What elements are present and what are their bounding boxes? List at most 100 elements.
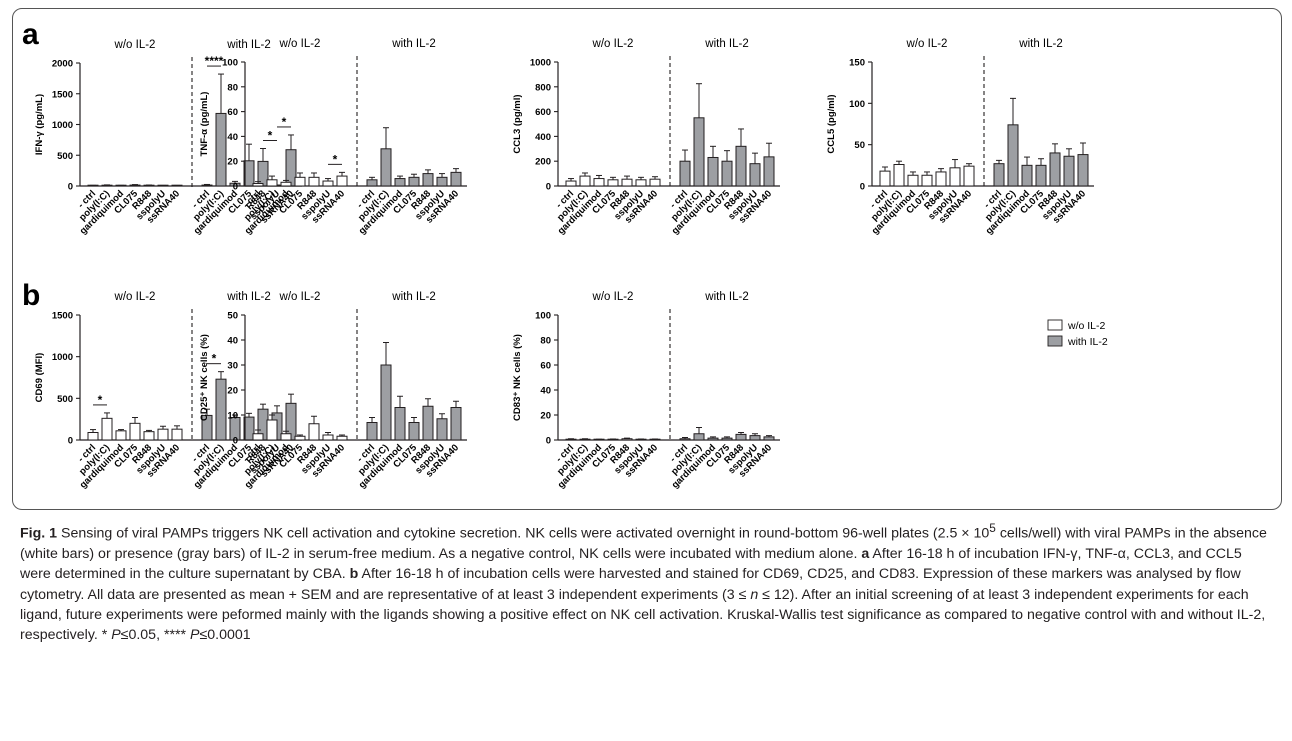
y-tick-label: 40: [227, 132, 238, 143]
bar: [735, 433, 747, 441]
bar: [893, 164, 905, 187]
bar: [649, 178, 661, 187]
caption-sup: 5: [989, 521, 996, 535]
bar: [707, 437, 719, 441]
y-tick-label: 200: [535, 157, 551, 168]
y-axis-label: CD83⁺ NK cells (%): [512, 334, 523, 421]
caption-p-symbol-2: P: [189, 627, 200, 644]
bar: [621, 178, 633, 187]
bar: [143, 184, 155, 187]
bar: [157, 428, 169, 441]
bar: [308, 423, 320, 441]
bar: [749, 163, 761, 187]
bar: [308, 176, 320, 187]
y-tick-label: 1500: [52, 311, 73, 322]
bar: [963, 165, 975, 187]
bar: [721, 437, 733, 441]
legend-label-without: w/o IL-2: [1067, 320, 1106, 332]
legend-swatch-with: [1047, 335, 1063, 347]
bar: [336, 175, 348, 187]
y-tick-label: 1000: [530, 58, 551, 69]
bar: [749, 435, 761, 441]
significance-label: ****: [205, 54, 224, 68]
bar: [201, 184, 213, 187]
bar: [252, 433, 264, 441]
bar: [322, 180, 334, 187]
group-label-without: w/o IL-2: [114, 39, 156, 51]
bar: [336, 435, 348, 441]
group-label-without: w/o IL-2: [592, 291, 634, 303]
significance-label: *: [282, 115, 287, 129]
legend: w/o IL-2 with IL-2: [1047, 319, 1108, 348]
bar: [129, 184, 141, 187]
bar: [621, 438, 633, 441]
caption-a-label: a: [861, 546, 870, 563]
bar: [721, 160, 733, 187]
bar: [280, 181, 292, 187]
bar: [294, 176, 306, 187]
y-tick-label: 1000: [52, 120, 73, 131]
bar: [679, 438, 691, 441]
bar: [949, 167, 961, 187]
y-tick-label: 80: [227, 82, 238, 93]
bar: [215, 378, 227, 441]
bar: [707, 156, 719, 187]
bar: [115, 430, 127, 441]
caption-p-symbol-1: P: [111, 627, 121, 644]
bar: [436, 418, 448, 441]
chart-6: 0 10 20 30 40 50 CD25⁺ NK cells (%) w/o IL-2 wit…: [199, 291, 467, 491]
y-tick-label: 0: [546, 182, 551, 193]
y-tick-label: 60: [227, 107, 238, 118]
y-tick-label: 100: [535, 311, 551, 322]
group-label-with: with IL-2: [704, 38, 748, 50]
bar: [366, 422, 378, 441]
bar: [115, 184, 127, 187]
caption-text-1: Sensing of viral PAMPs triggers NK cell …: [57, 525, 990, 542]
bar: [201, 414, 213, 441]
bar: [408, 422, 420, 441]
bar: [229, 182, 241, 187]
y-axis-label: CD69 (MFI): [34, 353, 45, 403]
bar: [408, 176, 420, 187]
bar: [1021, 164, 1033, 187]
bar: [294, 435, 306, 441]
y-tick-label: 40: [227, 336, 238, 347]
y-tick-label: 0: [233, 436, 238, 447]
group-label-with: with IL-2: [391, 291, 435, 303]
y-tick-label: 0: [68, 182, 73, 193]
y-tick-label: 600: [535, 107, 551, 118]
bar: [579, 438, 591, 441]
y-tick-label: 20: [227, 386, 238, 397]
group-label-without: w/o IL-2: [279, 291, 321, 303]
group-label-with: with IL-2: [704, 291, 748, 303]
caption-b-text: After 16-18 h of incubation cells were h…: [20, 566, 1241, 603]
caption-b-label: b: [349, 566, 359, 583]
group-label-with: with IL-2: [226, 291, 270, 303]
y-tick-label: 1000: [52, 352, 73, 363]
significance-label: *: [333, 152, 338, 166]
caption-n-text: ≤ 12). After an initial screening of at …: [20, 586, 1266, 644]
panel-label-b: b: [22, 279, 40, 312]
group-label-without: w/o IL-2: [114, 291, 156, 303]
y-tick-label: 60: [540, 361, 551, 372]
bar: [266, 419, 278, 441]
bar: [101, 417, 113, 441]
caption-text-2: cells/well) with viral PAMPs in the abse…: [20, 525, 1267, 563]
bar: [380, 148, 392, 187]
y-tick-label: 100: [222, 58, 238, 69]
y-tick-label: 500: [57, 151, 73, 162]
bar: [635, 179, 647, 187]
bar: [215, 112, 227, 187]
y-tick-label: 500: [57, 394, 73, 405]
y-tick-label: 30: [227, 361, 238, 372]
figure-caption: Fig. 1 Sensing of viral PAMPs triggers N…: [20, 518, 1275, 646]
bar: [1063, 155, 1075, 187]
caption-n-symbol: n: [750, 586, 759, 603]
bar: [579, 175, 591, 187]
bar: [921, 174, 933, 187]
bar: [366, 179, 378, 187]
bar: [157, 184, 169, 187]
y-tick-label: 1500: [52, 89, 73, 100]
y-axis-label: CCL5 (pg/ml): [826, 94, 837, 153]
